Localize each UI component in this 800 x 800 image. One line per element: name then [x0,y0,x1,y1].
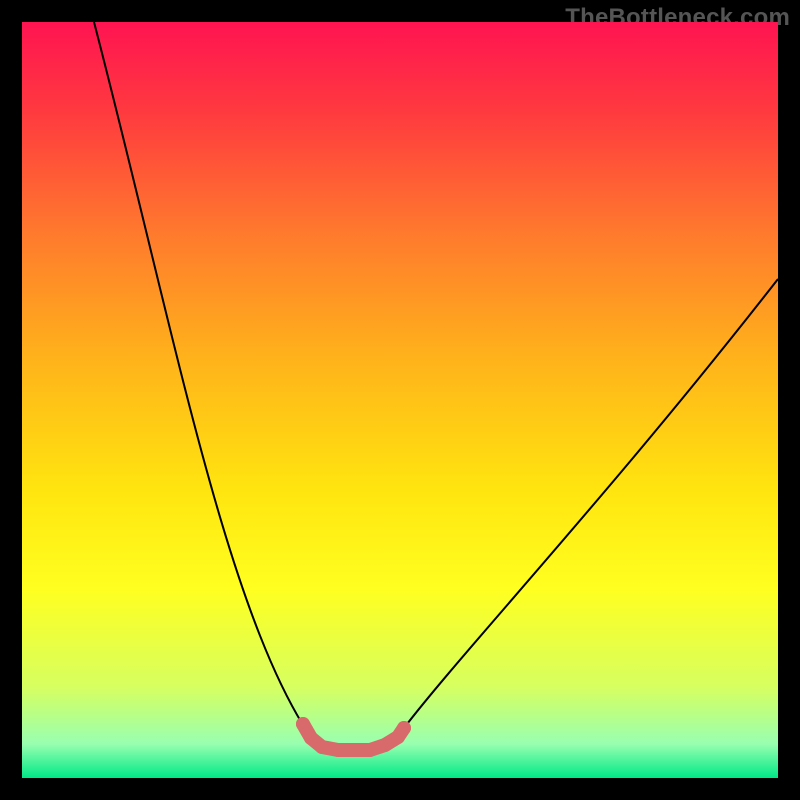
flat-marker-dot [315,740,329,754]
flat-marker-dot [397,721,411,735]
flat-marker-dot [296,717,310,731]
flat-marker-dot [331,743,345,757]
gradient-rect [22,22,778,778]
bottleneck-plot [22,22,778,778]
flat-marker-dot [378,738,392,752]
flat-marker-dot [363,743,377,757]
flat-marker-dot [304,731,318,745]
flat-marker-dot [347,743,361,757]
chart-frame: TheBottleneck.com [0,0,800,800]
